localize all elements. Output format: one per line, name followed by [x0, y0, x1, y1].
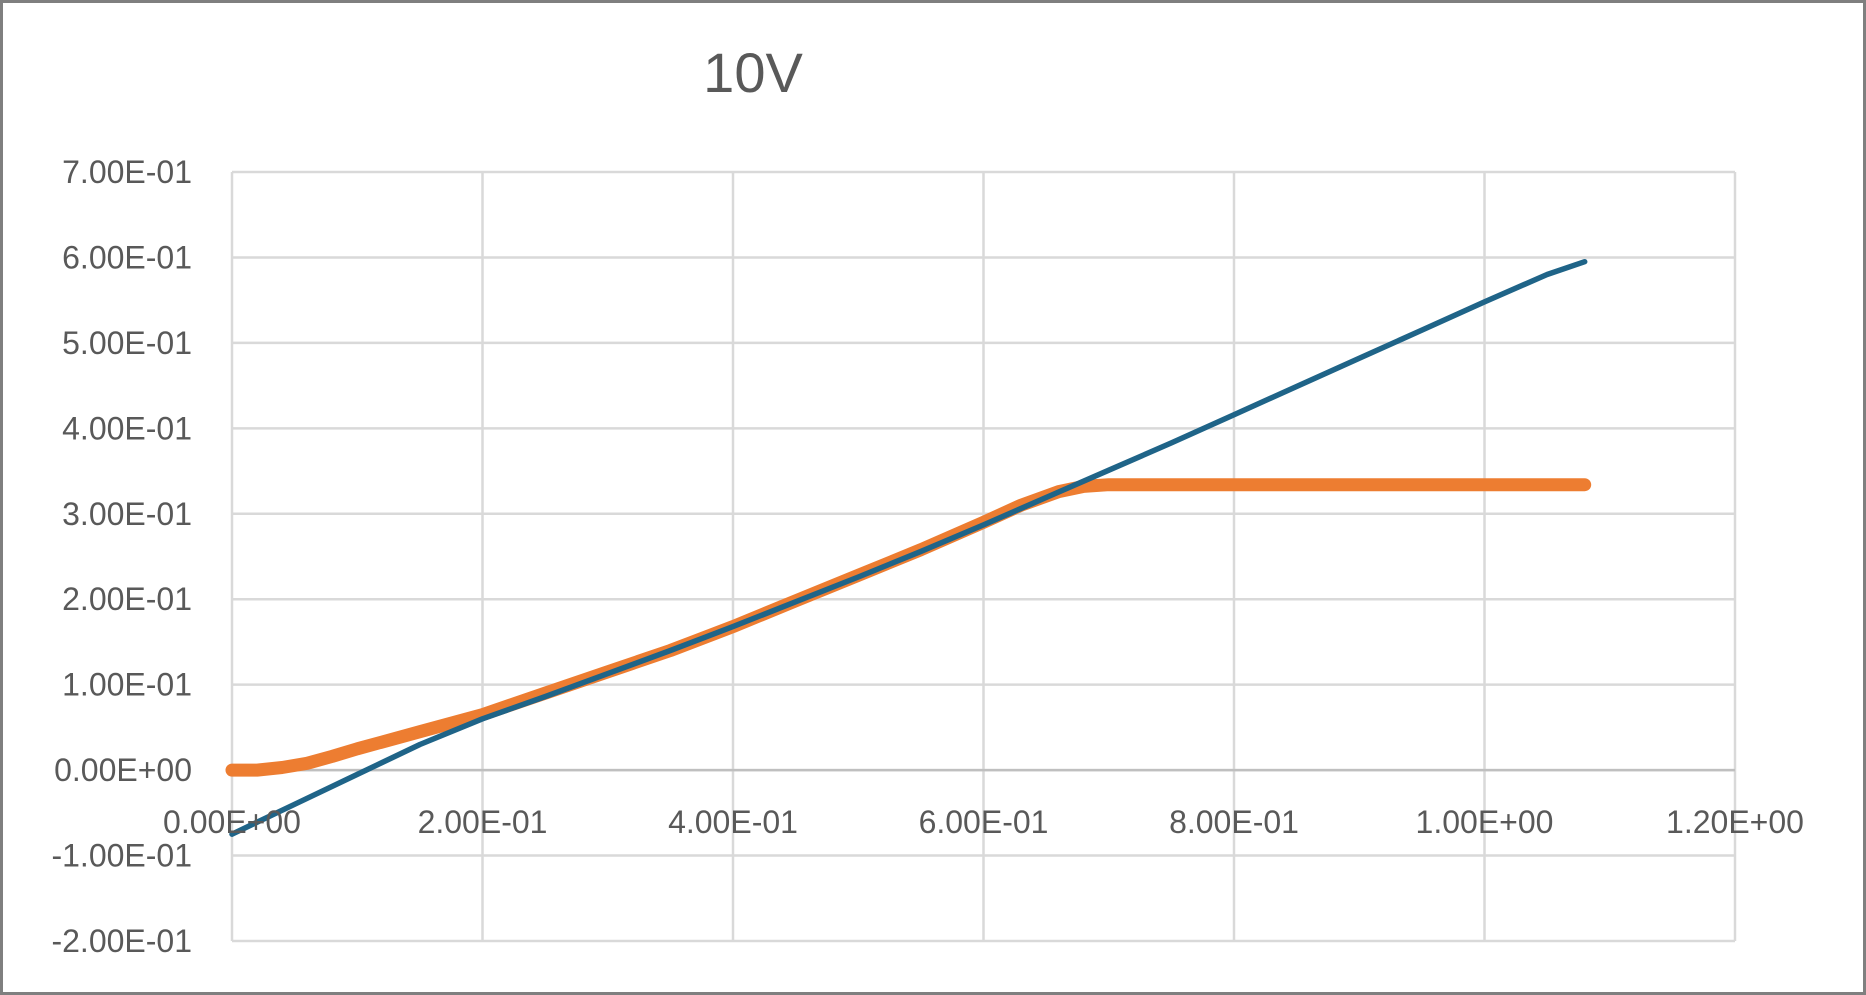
gridlines: [230, 170, 1737, 943]
tick-labels: 7.00E-01 6.00E-01 5.00E-01 4.00E-01 3.00E-01…: [51, 154, 1803, 959]
x-tick-label: 0.00E+00: [163, 804, 301, 840]
y-tick-label: 4.00E-01: [62, 410, 192, 446]
x-tick-label: 1.20E+00: [1666, 804, 1804, 840]
chart-title: 10V: [703, 41, 803, 104]
series-lines: [225, 258, 1592, 837]
y-tick-label: 1.00E-01: [62, 667, 192, 703]
series-line-2: [229, 258, 1588, 837]
series-line-1: [225, 478, 1592, 777]
y-tick-label: 3.00E-01: [62, 496, 192, 532]
y-tick-label: 6.00E-01: [62, 239, 192, 275]
x-tick-label: 8.00E-01: [1169, 804, 1299, 840]
x-tick-label: 1.00E+00: [1416, 804, 1554, 840]
x-tick-label: 2.00E-01: [418, 804, 548, 840]
y-tick-label: 0.00E+00: [54, 752, 192, 788]
y-tick-label: 5.00E-01: [62, 325, 192, 361]
y-tick-label: 7.00E-01: [62, 154, 192, 190]
x-tick-label: 6.00E-01: [919, 804, 1049, 840]
y-tick-label: 2.00E-01: [62, 581, 192, 617]
x-tick-label: 4.00E-01: [668, 804, 798, 840]
y-tick-label: -1.00E-01: [51, 838, 192, 874]
y-tick-label: -2.00E-01: [51, 923, 192, 959]
